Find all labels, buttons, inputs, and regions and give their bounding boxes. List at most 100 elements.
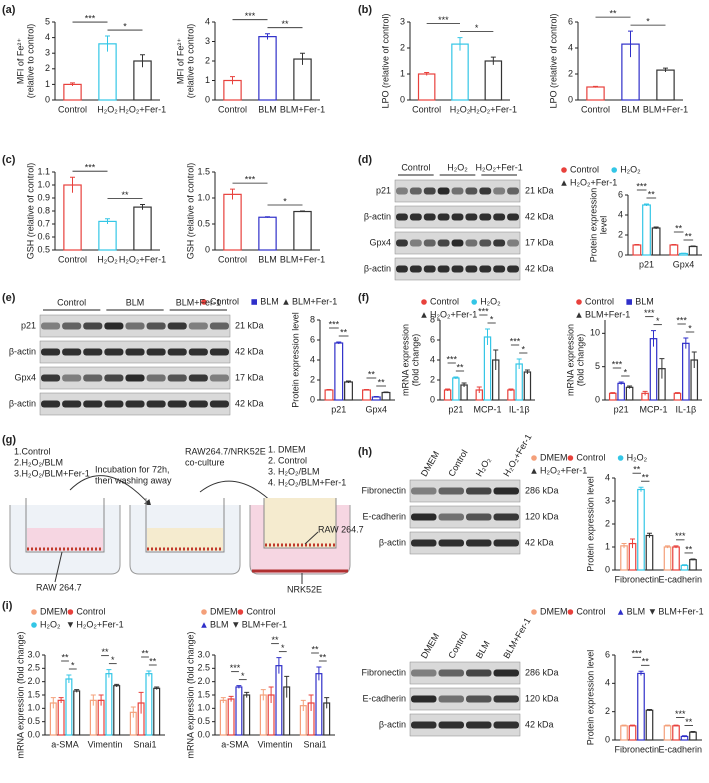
bar (219, 699, 227, 736)
bar (484, 60, 503, 101)
x-tick-label: BLM+Fer-1 (280, 254, 325, 264)
legend-marker (31, 609, 37, 615)
blot-band (396, 239, 408, 247)
error-bar (610, 392, 616, 394)
error-bar (364, 389, 369, 391)
blot-band (209, 374, 229, 382)
blot-band (41, 322, 61, 330)
y-tick-label: 0.8 (37, 205, 50, 215)
significance-label: *** (676, 315, 687, 325)
error-bar (260, 689, 266, 701)
blot-band (438, 513, 464, 521)
step-text: 3. H₂O₂/BLM (268, 466, 320, 476)
bar (649, 338, 658, 401)
error-bar (154, 686, 160, 690)
row-label: Gpx4 (14, 372, 36, 382)
blot-band (493, 539, 519, 547)
y-tick-label: 0 (205, 244, 210, 254)
blot-band (125, 400, 145, 408)
y-tick-label: 0 (310, 394, 315, 404)
error-bar (621, 543, 627, 549)
row-label: β-actin (379, 719, 406, 729)
significance-label: ** (685, 231, 693, 241)
y-axis-label: LPO (relative of control) (548, 13, 558, 108)
blot-band (438, 721, 464, 729)
legend-marker (421, 312, 427, 318)
error-bar (268, 686, 274, 703)
blot-band (493, 213, 506, 221)
bar (417, 73, 436, 101)
arrow (69, 475, 152, 507)
blot-band (437, 187, 450, 195)
size-label: 42 kDa (525, 263, 554, 273)
x-tick-label: p21 (639, 259, 654, 269)
bar (689, 731, 697, 741)
blot-band (411, 487, 437, 495)
bar (227, 698, 235, 736)
lane-label: H₂O₂+Fer-1 (501, 432, 533, 478)
error-bar (70, 176, 75, 193)
x-tick-label: Control (581, 104, 610, 114)
error-bar (70, 82, 75, 86)
y-axis-label: level (598, 216, 608, 235)
error-bar (74, 689, 80, 693)
x-tick-label: H₂O₂ (97, 104, 118, 114)
legend-marker (251, 299, 257, 305)
x-tick-label: Fibronectin (614, 574, 659, 584)
y-tick-label: 2 (400, 42, 405, 52)
error-bar (453, 376, 459, 379)
bar (243, 694, 251, 736)
blot-band (409, 265, 422, 273)
significance-label: ** (121, 190, 129, 200)
blot-band (209, 400, 229, 408)
significance-label: *** (85, 13, 96, 23)
significance-label: * (123, 21, 127, 31)
y-tick-label: 6 (568, 16, 573, 26)
error-bar (373, 396, 379, 398)
bar (625, 386, 634, 401)
x-tick-label: Control (218, 254, 247, 264)
y-tick-label: 0 (430, 394, 435, 404)
legend-marker (201, 299, 207, 305)
y-axis-label: MFI of Fe²⁺ (15, 38, 25, 85)
error-bar (634, 244, 640, 246)
error-bar (236, 685, 242, 689)
blot-strip (409, 687, 521, 711)
legend-marker (283, 299, 289, 305)
blot-band (438, 695, 464, 703)
legend-label: BLM+Fer-1 (658, 606, 703, 616)
y-axis-label: (relative to control) (185, 24, 195, 99)
error-bar (476, 386, 482, 393)
x-tick-label: BLM (258, 104, 277, 114)
bar (65, 678, 73, 736)
size-label: 42 kDa (525, 537, 554, 547)
bar (645, 709, 654, 741)
blot-band (466, 487, 492, 495)
bar (223, 193, 242, 251)
bar (315, 673, 323, 736)
error-bar (50, 697, 56, 709)
error-bar (300, 210, 305, 213)
error-bar (230, 76, 235, 85)
error-bar (683, 337, 689, 349)
y-tick-label: 0 (205, 94, 210, 104)
error-bar (665, 545, 671, 549)
legend-label: H₂O₂+Fer-1 (430, 309, 477, 319)
y-tick-label: 3.0 (27, 649, 40, 659)
blot-band (62, 400, 82, 408)
y-tick-label: 4 (430, 354, 435, 364)
y-tick-label: 0.9 (37, 192, 50, 202)
legend-marker (611, 167, 617, 173)
blot-band (507, 213, 519, 221)
legend-label: BLM (635, 296, 654, 306)
bar (688, 245, 698, 256)
error-bar (300, 699, 306, 711)
error-bar (445, 388, 451, 391)
blot-band (411, 695, 437, 703)
y-tick-label: 1.5 (197, 166, 210, 176)
significance-label: ** (648, 189, 656, 199)
x-tick-label: Control (218, 104, 247, 114)
error-bar (485, 328, 490, 345)
bar (628, 725, 637, 741)
x-tick-label: BLM (621, 104, 640, 114)
